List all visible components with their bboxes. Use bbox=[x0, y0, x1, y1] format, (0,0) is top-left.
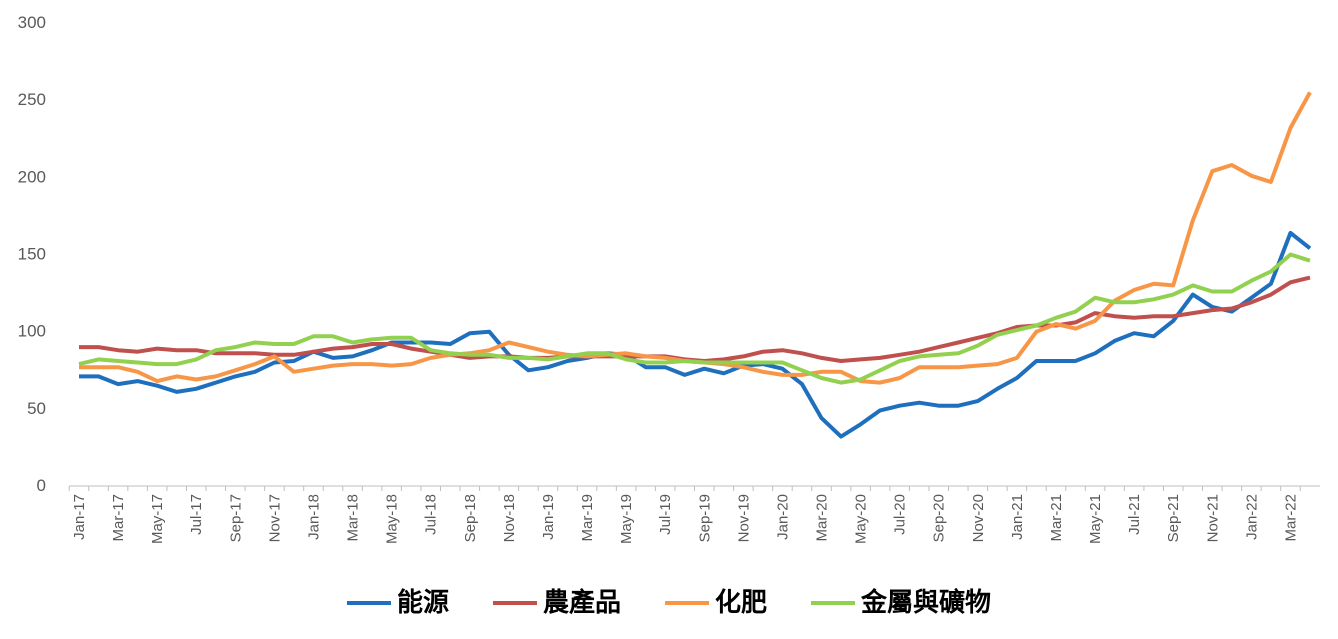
x-tick-label: Nov-18 bbox=[501, 494, 518, 542]
x-tick-label: May-19 bbox=[618, 494, 635, 544]
x-tick-label: Jan-18 bbox=[305, 494, 322, 540]
x-tick-label: Jul-18 bbox=[423, 494, 440, 535]
y-tick-label: 0 bbox=[37, 476, 46, 495]
x-tick-label: Sep-20 bbox=[931, 494, 948, 542]
legend-label: 能源 bbox=[397, 587, 449, 617]
x-tick-label: Nov-17 bbox=[266, 494, 283, 542]
x-tick-label: Nov-19 bbox=[735, 494, 752, 542]
x-tick-label: Jan-22 bbox=[1243, 494, 1260, 540]
y-tick-label: 300 bbox=[18, 13, 46, 32]
x-tick-label: Mar-22 bbox=[1282, 494, 1299, 542]
series-line bbox=[78, 252, 1311, 385]
y-tick-label: 100 bbox=[18, 322, 46, 341]
x-tick-label: Jul-19 bbox=[657, 494, 674, 535]
legend-label: 化肥 bbox=[715, 587, 767, 617]
x-tick-label: Jul-21 bbox=[1126, 494, 1143, 535]
x-tick-label: Sep-18 bbox=[462, 494, 479, 542]
y-tick-label: 200 bbox=[18, 167, 46, 186]
x-tick-label: Jul-17 bbox=[188, 494, 205, 535]
x-tick-label: Mar-19 bbox=[579, 494, 596, 542]
y-tick-label: 50 bbox=[27, 399, 46, 418]
y-tick-label: 150 bbox=[18, 245, 46, 264]
x-tick-label: Sep-17 bbox=[227, 494, 244, 542]
series-line bbox=[79, 275, 1311, 363]
x-tick-label: Mar-18 bbox=[345, 494, 362, 542]
x-tick-label: May-18 bbox=[384, 494, 401, 544]
x-tick-label: Nov-21 bbox=[1204, 494, 1221, 542]
x-tick-label: Jan-17 bbox=[71, 494, 88, 540]
legend-label: 農產品 bbox=[543, 587, 621, 617]
x-tick-label: Nov-20 bbox=[970, 494, 987, 542]
x-tick-label: Sep-19 bbox=[696, 494, 713, 542]
x-tick-label: May-21 bbox=[1087, 494, 1104, 544]
x-tick-label: Mar-17 bbox=[110, 494, 127, 542]
series-line bbox=[79, 230, 1312, 439]
x-tick-label: Jan-21 bbox=[1009, 494, 1026, 540]
x-tick-label: Mar-21 bbox=[1048, 494, 1065, 542]
y-tick-label: 250 bbox=[18, 90, 46, 109]
x-tick-label: Jul-20 bbox=[892, 494, 909, 535]
x-tick-label: Mar-20 bbox=[814, 494, 831, 542]
x-tick-label: Jan-20 bbox=[774, 494, 791, 540]
series-line bbox=[79, 91, 1312, 385]
x-tick-label: May-20 bbox=[853, 494, 870, 544]
x-tick-label: Jan-19 bbox=[540, 494, 557, 540]
legend-label: 金屬與礦物 bbox=[860, 587, 991, 617]
x-tick-label: Sep-21 bbox=[1165, 494, 1182, 542]
x-tick-label: May-17 bbox=[149, 494, 166, 544]
